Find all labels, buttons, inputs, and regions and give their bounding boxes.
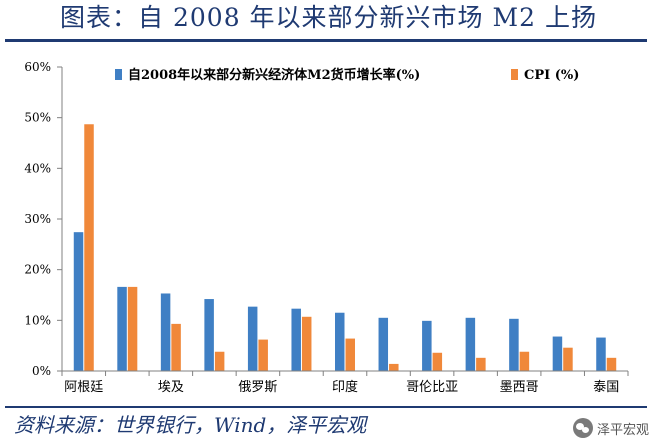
bar-cpi (84, 124, 94, 372)
y-tick-label: 0% (32, 364, 51, 378)
bar-m2-growth (465, 317, 476, 371)
x-tick-label: 墨西哥 (500, 380, 539, 395)
title-divider (5, 39, 647, 42)
bar-series (73, 124, 617, 372)
page-title: 图表：自 2008 年以来部分新兴市场 M2 上扬 (60, 3, 597, 32)
legend-label: 自2008年以来部分新兴经济体M2货币增长率(%) (128, 67, 420, 83)
bar-m2-growth (422, 320, 432, 371)
bar-m2-growth (378, 317, 389, 371)
bar-m2-growth (247, 306, 258, 371)
wechat-icon (572, 418, 593, 438)
bar-cpi (606, 357, 617, 371)
bar-chart: 0% 10% 20% 30% 40% 50% 60% 阿根廷 埃及 俄罗斯 印度 哥伦比亚 墨西哥 泰国… (24, 60, 629, 395)
bar-cpi (432, 352, 443, 371)
bar-m2-growth (596, 337, 606, 371)
watermark-text: 泽平宏观 (596, 422, 649, 438)
legend-swatch-cpi (511, 69, 518, 80)
bar-cpi (127, 286, 138, 371)
y-tick-label: 40% (24, 161, 51, 175)
x-tick-label: 哥伦比亚 (406, 380, 458, 395)
bar-cpi (519, 351, 530, 371)
bar-m2-growth (291, 308, 301, 371)
bar-cpi (563, 347, 573, 371)
bar-cpi (345, 338, 355, 371)
legend-swatch-m2 (115, 69, 122, 80)
bar-cpi (258, 339, 268, 371)
x-tick-label: 埃及 (158, 380, 184, 395)
bar-m2-growth (335, 312, 345, 371)
bar-cpi (214, 351, 225, 371)
y-tick-label: 50% (24, 111, 51, 125)
bar-cpi (301, 316, 312, 371)
bar-cpi (171, 323, 181, 371)
bar-m2-growth (509, 318, 519, 371)
watermark: 泽平宏观 (572, 416, 649, 440)
legend-label: CPI (%) (524, 68, 579, 83)
bar-m2-growth (552, 336, 563, 371)
bar-m2-growth (117, 286, 127, 371)
x-axis: 阿根廷 埃及 俄罗斯 印度 哥伦比亚 墨西哥 泰国 (61, 370, 629, 395)
bar-cpi (389, 363, 399, 371)
y-tick-label: 20% (24, 263, 51, 277)
source-divider (5, 406, 647, 408)
chart-legend: 自2008年以来部分新兴经济体M2货币增长率(%) CPI (%) (115, 67, 579, 83)
x-tick-label: 泰国 (593, 380, 619, 395)
y-tick-label: 30% (24, 212, 51, 226)
x-tick-label: 印度 (332, 379, 358, 395)
bar-m2-growth (204, 299, 214, 371)
y-axis: 0% 10% 20% 30% 40% 50% 60% (24, 60, 63, 378)
bar-m2-growth (160, 293, 171, 371)
x-tick-label: 阿根廷 (64, 380, 103, 395)
bar-m2-growth (73, 232, 84, 371)
bar-cpi (476, 357, 486, 371)
y-tick-label: 10% (24, 313, 51, 327)
y-tick-label: 60% (24, 60, 51, 74)
source-note: 资料来源：世界银行，Wind，泽平宏观 (14, 413, 367, 437)
x-tick-label: 俄罗斯 (238, 380, 277, 395)
